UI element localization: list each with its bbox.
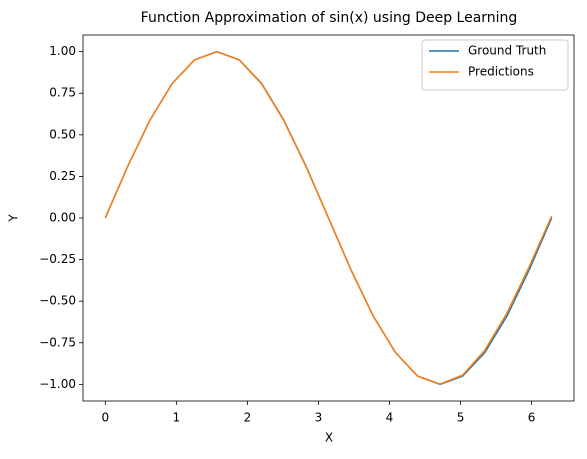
x-axis-label: X <box>325 431 333 445</box>
x-tick-label: 0 <box>101 411 109 425</box>
x-tick-label: 3 <box>315 411 323 425</box>
y-tick-label: 0.00 <box>49 211 76 225</box>
series-line <box>104 51 553 385</box>
y-tick-label: 0.75 <box>49 86 76 100</box>
axes-frame <box>82 34 575 402</box>
x-tick-label: 1 <box>173 411 181 425</box>
y-tick-label: 1.00 <box>49 44 76 58</box>
y-tick-label: −0.50 <box>39 294 76 308</box>
legend-label: Ground Truth <box>468 44 546 58</box>
y-tick-label: −1.00 <box>39 377 76 391</box>
y-axis-label: Y <box>7 214 21 223</box>
y-tick-label: 0.50 <box>49 127 76 141</box>
y-tick-label: −0.25 <box>39 252 76 266</box>
x-tick-label: 2 <box>244 411 252 425</box>
x-tick-label: 4 <box>386 411 394 425</box>
x-tick-label: 6 <box>528 411 536 425</box>
chart-title: Function Approximation of sin(x) using D… <box>141 10 518 26</box>
y-tick-label: 0.25 <box>49 169 76 183</box>
legend-box <box>421 39 569 91</box>
x-tick-label: 5 <box>457 411 465 425</box>
y-tick-label: −0.75 <box>39 335 76 349</box>
legend-label: Predictions <box>468 65 534 79</box>
